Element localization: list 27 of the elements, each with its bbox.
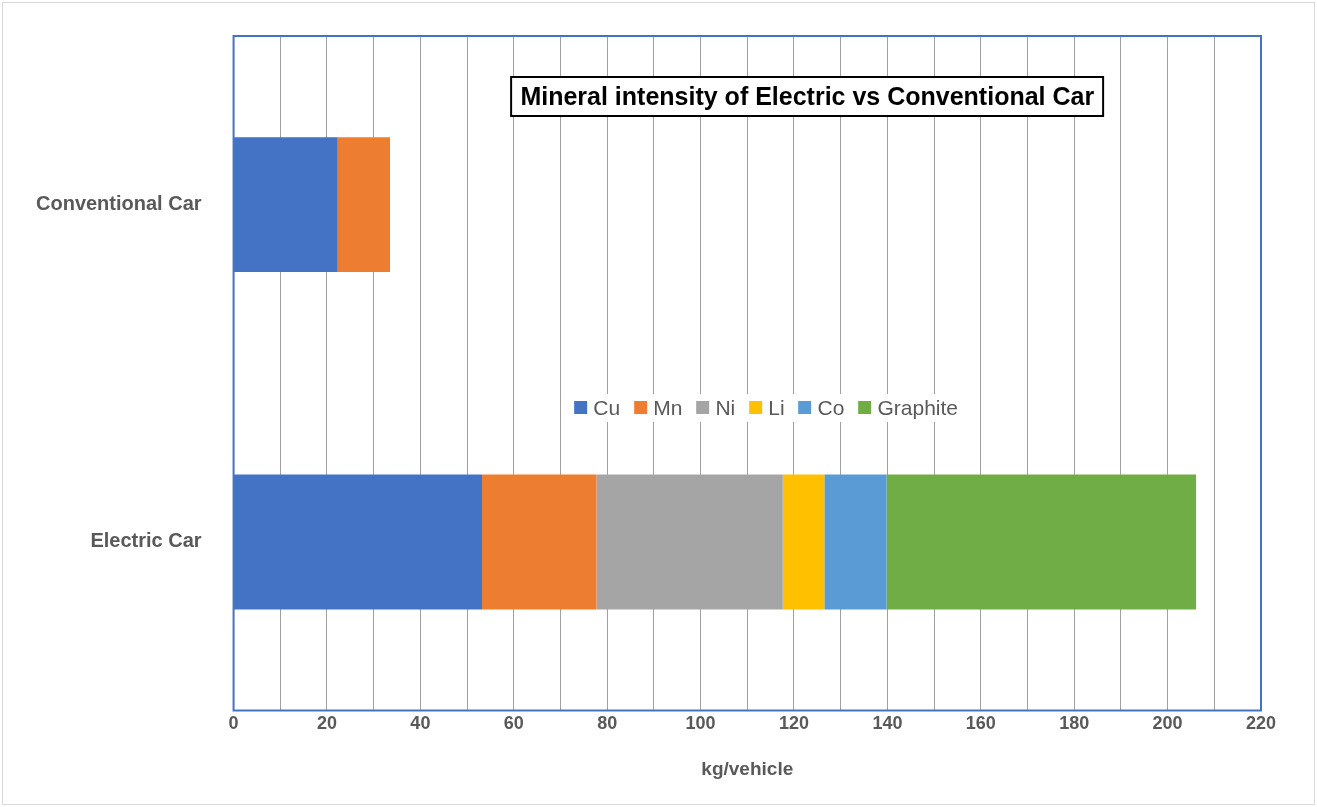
x-tick-label: 100 [685, 713, 716, 734]
x-tick-label: 80 [597, 713, 618, 734]
legend-label: Co [817, 395, 845, 420]
bar [824, 474, 887, 610]
legend-label: Graphite [877, 395, 959, 420]
x-tick-label: 180 [1059, 713, 1090, 734]
x-tick-label: 140 [872, 713, 903, 734]
y-tick-label: Conventional Car [36, 192, 202, 215]
legend-label: Ni [715, 395, 736, 420]
x-tick-label: 40 [410, 713, 431, 734]
x-axis-title: kg/vehicle [701, 757, 794, 779]
x-tick-label: 20 [316, 713, 337, 734]
x-tick-label: 160 [965, 713, 996, 734]
bar [337, 137, 391, 273]
x-tick-label: 60 [503, 713, 524, 734]
text: Mineral intensity of Electric vs Conventional Car [510, 76, 1105, 117]
legend-label: Mn [653, 395, 683, 420]
bar [782, 474, 825, 610]
bar [886, 474, 1197, 610]
x-tick-label: 120 [778, 713, 810, 734]
y-tick-label: Electric Car [90, 529, 202, 552]
x-tick-label: 0 [228, 713, 239, 734]
x-tick-label: 220 [1245, 713, 1277, 734]
bar [482, 474, 597, 610]
legend-label: Cu [593, 395, 621, 420]
legend-label: Li [768, 395, 785, 420]
x-tick-label: 200 [1152, 713, 1183, 734]
